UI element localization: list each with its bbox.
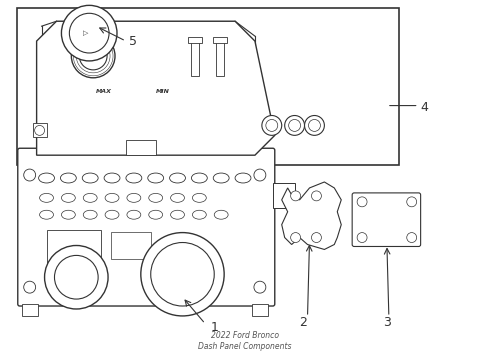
Circle shape [70, 13, 109, 53]
Circle shape [254, 281, 266, 293]
Circle shape [289, 120, 300, 131]
Ellipse shape [104, 173, 120, 183]
Bar [111, 231, 151, 260]
Ellipse shape [171, 193, 184, 202]
Text: 5: 5 [129, 35, 137, 48]
Bar [192, 41, 199, 76]
Bar [189, 37, 202, 43]
Text: 3: 3 [383, 316, 391, 329]
Circle shape [312, 233, 321, 243]
Polygon shape [37, 21, 275, 155]
Bar [126, 140, 156, 155]
Ellipse shape [39, 173, 54, 183]
Circle shape [45, 246, 108, 309]
Circle shape [266, 120, 278, 131]
Ellipse shape [82, 173, 98, 183]
Ellipse shape [83, 193, 97, 202]
Circle shape [291, 191, 300, 201]
Circle shape [312, 191, 321, 201]
Ellipse shape [127, 193, 141, 202]
Circle shape [357, 233, 367, 243]
Text: ▷: ▷ [83, 30, 89, 36]
Circle shape [309, 120, 320, 131]
Ellipse shape [60, 173, 76, 183]
Text: 1: 1 [210, 321, 218, 334]
Ellipse shape [61, 193, 75, 202]
Ellipse shape [149, 210, 163, 219]
Circle shape [24, 169, 36, 181]
Circle shape [79, 42, 107, 70]
Circle shape [407, 197, 416, 207]
Ellipse shape [192, 173, 207, 183]
Text: 2022 Ford Bronco
Dash Panel Components: 2022 Ford Bronco Dash Panel Components [198, 331, 292, 351]
Ellipse shape [214, 210, 228, 219]
Ellipse shape [213, 173, 229, 183]
Bar [273, 183, 294, 208]
Ellipse shape [149, 193, 163, 202]
Circle shape [254, 169, 266, 181]
Bar [252, 304, 268, 316]
Ellipse shape [83, 210, 97, 219]
Ellipse shape [170, 173, 185, 183]
Circle shape [285, 116, 305, 135]
Text: MIN: MIN [156, 89, 170, 94]
Polygon shape [282, 182, 341, 249]
Circle shape [141, 233, 224, 316]
FancyBboxPatch shape [18, 148, 275, 306]
Circle shape [24, 281, 36, 293]
Ellipse shape [105, 210, 119, 219]
Ellipse shape [235, 173, 251, 183]
Bar [22, 304, 38, 316]
Bar [213, 37, 227, 43]
Circle shape [61, 5, 117, 61]
Ellipse shape [127, 210, 141, 219]
Text: 4: 4 [420, 100, 429, 113]
Ellipse shape [40, 193, 53, 202]
Ellipse shape [126, 173, 142, 183]
Bar [47, 230, 101, 264]
Circle shape [262, 116, 282, 135]
Circle shape [54, 255, 98, 299]
Circle shape [35, 125, 45, 135]
Ellipse shape [193, 193, 206, 202]
Ellipse shape [105, 193, 119, 202]
Circle shape [291, 233, 300, 243]
Ellipse shape [171, 210, 184, 219]
Text: MAX: MAX [96, 89, 112, 94]
Circle shape [407, 233, 416, 243]
Circle shape [357, 197, 367, 207]
Bar [17, 8, 399, 165]
Bar [216, 41, 224, 76]
Ellipse shape [40, 210, 53, 219]
Bar [33, 123, 47, 137]
FancyBboxPatch shape [352, 193, 420, 247]
Circle shape [305, 116, 324, 135]
Ellipse shape [148, 173, 164, 183]
Circle shape [72, 34, 115, 78]
Circle shape [151, 243, 214, 306]
Ellipse shape [193, 210, 206, 219]
Text: 2: 2 [299, 316, 307, 329]
Ellipse shape [61, 210, 75, 219]
